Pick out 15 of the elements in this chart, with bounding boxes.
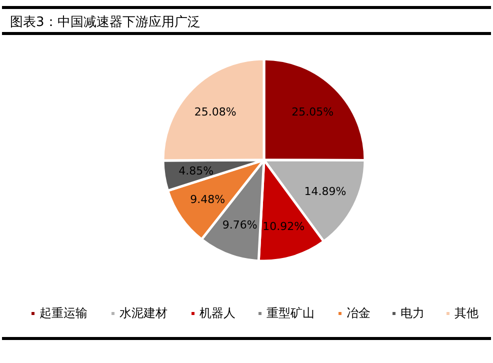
legend-label: 电力 — [400, 306, 424, 320]
data-label: 14.89% — [304, 185, 346, 198]
chart-title: 图表3：中国减速器下游应用广泛 — [10, 14, 200, 30]
data-label: 25.05% — [292, 106, 334, 118]
legend-label: 水泥建材 — [120, 306, 168, 320]
data-label: 9.48% — [190, 193, 226, 206]
legend-label: 重型矿山 — [266, 306, 314, 320]
data-label: 4.85% — [178, 164, 214, 178]
data-label: 9.76% — [222, 218, 258, 232]
legend-label: 其他 — [454, 306, 478, 320]
data-label: 10.92% — [262, 220, 305, 233]
data-label: 25.08% — [194, 106, 236, 119]
legend-label: 机器人 — [200, 306, 236, 320]
legend-label: 冶金 — [346, 306, 370, 320]
legend-label: 起重运输 — [40, 306, 88, 320]
